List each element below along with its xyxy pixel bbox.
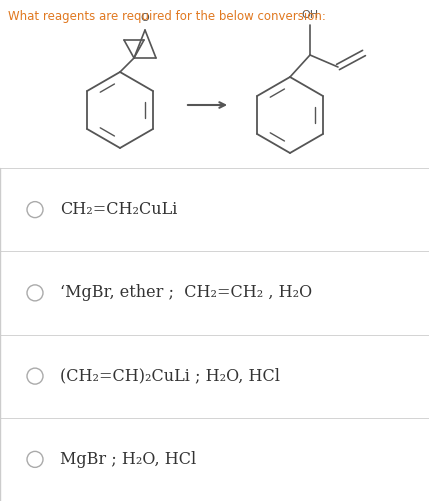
Text: (CH₂=CH)₂CuLi ; H₂O, HCl: (CH₂=CH)₂CuLi ; H₂O, HCl [60, 368, 280, 385]
Text: OH: OH [302, 10, 319, 20]
Text: What reagents are required for the below conversion:: What reagents are required for the below… [8, 10, 326, 23]
Text: MgBr ; H₂O, HCl: MgBr ; H₂O, HCl [60, 451, 196, 468]
Text: O: O [141, 13, 149, 23]
Text: ‘MgBr, ether ;  CH₂=CH₂ , H₂O: ‘MgBr, ether ; CH₂=CH₂ , H₂O [60, 285, 312, 302]
Text: CH₂=CH₂CuLi: CH₂=CH₂CuLi [60, 201, 177, 218]
